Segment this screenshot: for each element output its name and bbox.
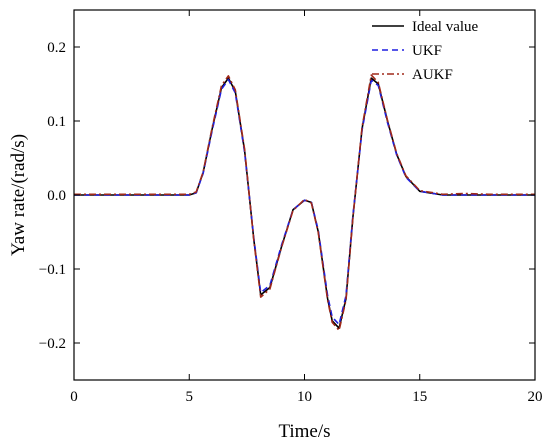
series-layer	[74, 74, 535, 332]
y-tick-label: −0.1	[39, 262, 66, 278]
x-tick-label: 20	[528, 389, 543, 405]
series-line-2	[74, 78, 535, 326]
legend-label-1: Ideal value	[412, 19, 479, 35]
x-tick-label: 10	[297, 389, 312, 405]
x-tick-label: 0	[70, 389, 78, 405]
ticks-layer: 0 5 10 15 20 −0.2 −0.1 0.0 0.1 0.2	[39, 10, 543, 405]
legend-label-2: UKF	[412, 43, 442, 59]
y-axis-title: Yaw rate/(rad/s)	[8, 134, 29, 256]
y-tick-label: 0.2	[47, 40, 66, 56]
y-tick-label: 0.0	[47, 188, 66, 204]
legend-label-3: AUKF	[412, 67, 453, 83]
series-line-3	[74, 74, 535, 332]
y-tick-label: 0.1	[47, 114, 66, 130]
x-axis-title: Time/s	[278, 421, 330, 442]
y-tick-label: −0.2	[39, 336, 66, 352]
x-tick-label: 15	[412, 389, 427, 405]
legend: Ideal value UKF AUKF	[372, 19, 479, 83]
x-tick-label: 5	[186, 389, 194, 405]
series-line-1	[74, 77, 535, 330]
